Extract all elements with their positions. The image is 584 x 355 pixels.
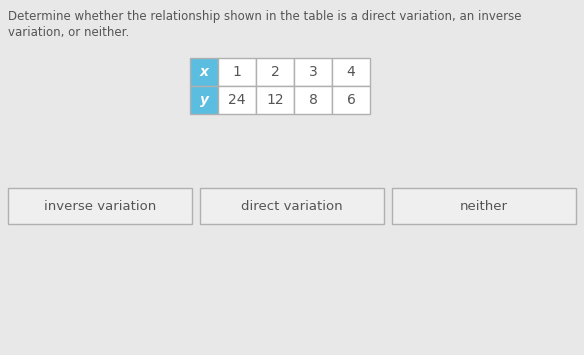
Bar xyxy=(218,86,256,114)
Text: 4: 4 xyxy=(347,65,356,79)
Bar xyxy=(190,58,218,86)
FancyBboxPatch shape xyxy=(200,188,384,224)
Text: 8: 8 xyxy=(308,93,318,107)
Text: Determine whether the relationship shown in the table is a direct variation, an : Determine whether the relationship shown… xyxy=(8,10,522,23)
Text: 1: 1 xyxy=(232,65,241,79)
Text: direct variation: direct variation xyxy=(241,200,343,213)
Text: y: y xyxy=(200,93,208,107)
FancyBboxPatch shape xyxy=(8,188,192,224)
Bar xyxy=(190,86,218,114)
Bar xyxy=(294,86,332,114)
FancyBboxPatch shape xyxy=(392,188,576,224)
Text: variation, or neither.: variation, or neither. xyxy=(8,26,129,39)
Text: 24: 24 xyxy=(228,93,246,107)
Text: 12: 12 xyxy=(266,93,284,107)
Bar xyxy=(332,58,370,86)
Bar xyxy=(256,58,294,86)
Text: x: x xyxy=(200,65,208,79)
Text: 6: 6 xyxy=(346,93,356,107)
Text: inverse variation: inverse variation xyxy=(44,200,156,213)
Text: neither: neither xyxy=(460,200,508,213)
Bar xyxy=(294,58,332,86)
Bar xyxy=(332,86,370,114)
Text: 2: 2 xyxy=(270,65,279,79)
Text: 3: 3 xyxy=(308,65,317,79)
Bar xyxy=(256,86,294,114)
Bar xyxy=(218,58,256,86)
